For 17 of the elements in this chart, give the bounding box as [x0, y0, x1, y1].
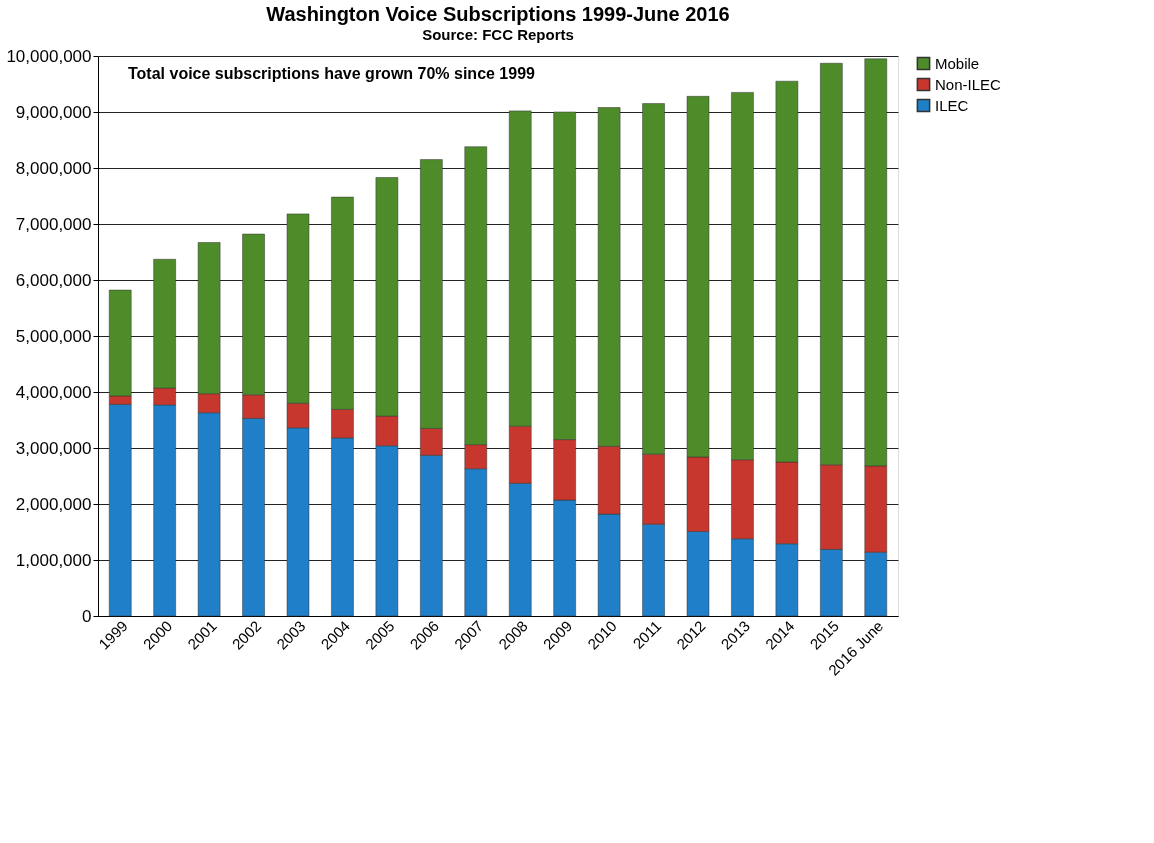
legend-label: ILEC — [935, 96, 969, 114]
y-tick-label: 9,000,000 — [15, 102, 92, 122]
legend-label: Mobile — [935, 54, 980, 72]
y-tick-label: 0 — [82, 606, 92, 626]
y-tick-label: 7,000,000 — [15, 214, 92, 234]
y-tick-label: 4,000,000 — [15, 382, 92, 402]
annotation: Total voice subscriptions have grown 70% since 1999 — [128, 65, 536, 82]
y-tick-label: 3,000,000 — [15, 438, 92, 458]
y-tick-label: 1,000,000 — [15, 550, 92, 570]
y-tick-label: 2,000,000 — [15, 494, 92, 514]
y-tick-label: 5,000,000 — [15, 326, 92, 346]
legend-label: Non-ILEC — [935, 75, 1002, 93]
y-tick-label: 6,000,000 — [15, 270, 92, 290]
y-tick-label: 10,000,000 — [6, 46, 92, 66]
y-tick-label: 8,000,000 — [15, 158, 92, 178]
chart-subtitle: Source: FCC Reports — [422, 26, 574, 43]
chart-title: Washington Voice Subscriptions 1999-June 2016 — [266, 3, 730, 25]
